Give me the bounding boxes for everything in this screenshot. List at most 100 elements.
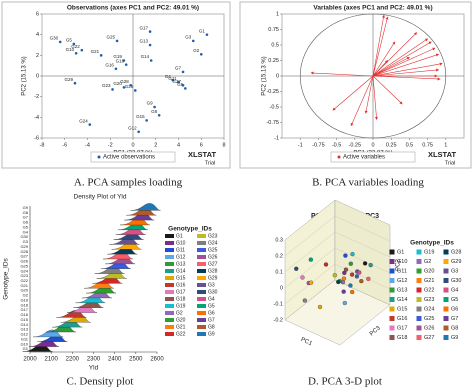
- legend-label: G17: [176, 289, 186, 295]
- legend-swatch: [197, 248, 206, 252]
- x-tick-label: 0.25: [386, 142, 397, 148]
- y-tick-label: G4: [23, 229, 29, 234]
- point-label: G18: [116, 58, 125, 63]
- y-tick-label: G10: [20, 341, 28, 346]
- point: [133, 89, 137, 92]
- vector: [310, 71, 374, 77]
- point: [145, 119, 148, 122]
- point-label: G12: [128, 125, 137, 130]
- legend-label: G3: [451, 268, 458, 274]
- point: [74, 51, 78, 55]
- legend-label: G8: [208, 324, 215, 330]
- legend-swatch: [416, 325, 422, 331]
- point-label: G29: [64, 77, 73, 82]
- y-tick-label: G17: [20, 307, 28, 312]
- point-label: G21: [91, 49, 100, 54]
- y-tick-label: G20: [20, 288, 28, 293]
- legend-label: G15: [397, 306, 407, 312]
- vector: [372, 14, 385, 77]
- legend-swatch: [197, 262, 206, 266]
- point: [199, 53, 203, 56]
- x-tick-label: -0.5: [332, 142, 341, 148]
- x-tick-label: -8: [40, 142, 45, 148]
- legend-swatch: [165, 255, 174, 259]
- x-tick-label: 2200: [66, 357, 80, 363]
- legend-label: G12: [397, 278, 407, 284]
- legend-label: G8: [451, 325, 458, 331]
- x-tick-label: 0.5: [406, 142, 414, 148]
- legend-label: G25: [424, 316, 434, 322]
- legend-swatch: [165, 325, 174, 329]
- y-axis-label: PC2 (15.13 %): [262, 56, 268, 95]
- y-axis-label: Genotype_IDs: [3, 257, 10, 299]
- y-tick-label: 0: [276, 73, 279, 79]
- legend-swatch: [389, 268, 395, 274]
- legend-swatch: [197, 283, 206, 287]
- legend-label: G23: [208, 233, 218, 239]
- point: [177, 80, 180, 84]
- point-label: G10: [66, 47, 75, 52]
- point: [332, 273, 337, 278]
- watermark: XLSTAT: [188, 150, 216, 159]
- legend-label: G30: [208, 289, 218, 295]
- x-tick-label: -6: [62, 142, 67, 148]
- watermark-sub: Trial: [205, 160, 216, 166]
- legend-swatch: [165, 269, 174, 273]
- legend-swatch: [197, 318, 206, 322]
- legend-swatch: [389, 297, 395, 302]
- legend-swatch: [165, 234, 174, 238]
- y-tick-label: -6: [34, 135, 39, 141]
- legend-swatch: [416, 259, 422, 264]
- y-tick-label: 0.25: [268, 58, 279, 64]
- legend-label: G15: [176, 275, 186, 281]
- legend-label: G19: [424, 249, 434, 255]
- vector: [372, 75, 403, 105]
- legend-label: G24: [208, 240, 218, 246]
- y-tick-label: -0.25: [266, 89, 279, 95]
- z-tick-label: 0.3: [275, 237, 283, 243]
- legend-label: G2: [424, 259, 431, 265]
- point-label: G9: [147, 101, 154, 106]
- y-tick-label: G23: [20, 273, 28, 278]
- y-tick-label: G13: [20, 327, 28, 332]
- legend-swatch: [165, 318, 174, 322]
- legend-label: G29: [451, 259, 461, 265]
- point: [366, 276, 371, 281]
- vector: [372, 16, 389, 77]
- y-tick-label: G22: [20, 278, 28, 283]
- legend-swatch: [443, 259, 449, 264]
- y-tick-label: 0: [36, 73, 39, 79]
- caption: C. Density plot: [67, 376, 134, 388]
- y-tick-label: G7: [23, 215, 29, 220]
- y-tick-label: G21: [20, 283, 28, 288]
- legend-label: G9: [451, 335, 458, 341]
- legend-swatch: [416, 316, 422, 321]
- z-tick-label: -0.2: [274, 317, 283, 323]
- y-tick-label: -0.5: [270, 104, 279, 110]
- point: [359, 278, 364, 284]
- legend-label: G20: [176, 317, 186, 323]
- legend-title: Genotype_IDs: [168, 226, 212, 233]
- y-tick-label: G2: [23, 293, 29, 298]
- grid-line: [284, 231, 391, 273]
- y-tick-label: G24: [20, 268, 28, 273]
- grid-line: [284, 263, 391, 305]
- legend-label: G14: [176, 268, 186, 274]
- y-tick-label: G1: [23, 346, 29, 351]
- point-label: G4: [165, 74, 172, 79]
- legend-marker: [337, 155, 341, 159]
- legend-swatch: [197, 234, 206, 238]
- point-label: G17: [140, 25, 149, 30]
- point-label: G26: [125, 84, 134, 89]
- y-tick-label: G3: [23, 239, 29, 244]
- y-tick-label: G25: [20, 263, 28, 268]
- point: [115, 39, 119, 43]
- point: [184, 87, 187, 90]
- point: [191, 39, 195, 43]
- y-tick-label: G26: [20, 259, 28, 264]
- legend-swatch: [165, 241, 174, 245]
- point: [350, 251, 355, 257]
- x-tick-label: -2: [108, 142, 113, 148]
- point-label: G2: [193, 48, 200, 53]
- point: [99, 54, 103, 57]
